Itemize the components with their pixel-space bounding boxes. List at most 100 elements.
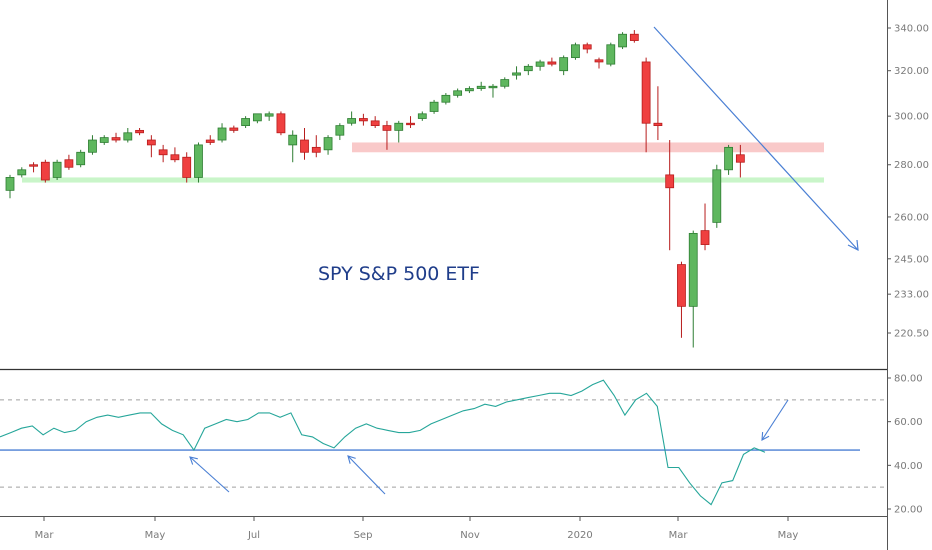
candle — [724, 144, 733, 175]
trend-line — [653, 26, 859, 251]
candle-body — [170, 154, 180, 161]
annotation-arrow — [189, 456, 230, 493]
candle — [618, 32, 627, 50]
candle-body — [382, 125, 392, 131]
candle — [606, 42, 616, 67]
candle — [146, 135, 156, 158]
candle — [512, 66, 521, 80]
candle-body — [618, 33, 627, 48]
candle — [688, 230, 698, 348]
candle — [123, 127, 133, 143]
candle-body — [358, 118, 368, 122]
arrow-head — [761, 431, 770, 441]
indicator-tick-label: 20.00 — [894, 505, 923, 516]
candle-body — [512, 72, 521, 76]
candle-body — [323, 137, 333, 151]
candle-body — [665, 174, 675, 189]
candle-body — [311, 146, 321, 153]
candle — [99, 135, 109, 145]
candle — [406, 116, 415, 128]
candle — [335, 123, 345, 141]
candle-body — [158, 149, 168, 156]
candle-body — [653, 122, 663, 127]
candle-body — [394, 122, 404, 131]
candle-body — [300, 139, 309, 153]
candle — [5, 174, 15, 199]
candle — [488, 84, 498, 98]
candle — [276, 111, 286, 136]
candle-body — [229, 127, 239, 131]
indicator-pane — [0, 379, 887, 506]
candle-body — [5, 177, 15, 191]
candle-body — [252, 113, 262, 122]
arrow-shaft — [347, 455, 386, 495]
arrow-head — [347, 455, 356, 464]
candle-body — [547, 61, 557, 65]
candle — [735, 144, 745, 178]
candle-body — [288, 134, 298, 146]
candle — [594, 57, 604, 69]
candle — [300, 127, 309, 160]
candle-body — [453, 90, 463, 96]
candle — [40, 159, 50, 183]
candle-body — [523, 65, 533, 72]
candle — [288, 130, 298, 163]
candle — [323, 135, 333, 155]
price-tick-label: 300.00 — [894, 112, 929, 123]
price-tick-label: 260.00 — [894, 212, 929, 223]
candle-body — [724, 146, 733, 171]
candle-body — [535, 61, 545, 67]
time-tick-label: 2020 — [567, 530, 592, 541]
indicator-tick-label: 60.00 — [894, 417, 923, 428]
indicator-line — [0, 379, 766, 506]
candle — [111, 132, 121, 143]
candle — [217, 123, 227, 143]
candle-body — [52, 161, 62, 178]
time-tick-label: Mar — [669, 530, 689, 541]
arrow-shaft — [761, 399, 789, 441]
candle — [64, 154, 74, 170]
candle — [88, 135, 97, 155]
candle-body — [264, 113, 274, 117]
candle-body — [64, 159, 74, 168]
candle — [547, 57, 557, 67]
time-tick-label: May — [145, 530, 166, 541]
candle-body — [465, 88, 474, 92]
candle-body — [677, 264, 686, 307]
candle — [712, 164, 722, 228]
candle-body — [335, 125, 345, 136]
candle — [571, 42, 580, 60]
candle — [194, 142, 203, 183]
candle — [535, 59, 545, 71]
candle-body — [111, 137, 121, 141]
candle-body — [76, 151, 86, 166]
candle-body — [488, 85, 498, 89]
candle — [29, 162, 38, 173]
candle — [677, 261, 686, 338]
price-tick-label: 233.00 — [894, 290, 929, 301]
candle-body — [205, 139, 215, 143]
candle-body — [217, 127, 227, 141]
candle-body — [417, 113, 427, 119]
candle-body — [500, 79, 510, 87]
price-tick-label: 320.00 — [894, 66, 929, 77]
price-tick-label: 340.00 — [894, 24, 929, 35]
arrow-head — [189, 456, 198, 465]
time-tick-label: Mar — [35, 530, 55, 541]
candle — [500, 77, 510, 89]
candle-body — [276, 113, 286, 134]
annotation-arrow — [347, 455, 386, 495]
candle-body — [241, 118, 251, 127]
time-tick-label: Nov — [460, 530, 480, 541]
candle — [476, 81, 486, 91]
candle-body — [441, 94, 451, 103]
candle — [205, 135, 215, 145]
candle-body — [146, 139, 156, 146]
chart-title: SPY S&P 500 ETF — [318, 263, 480, 285]
candle — [17, 167, 27, 178]
candle-body — [182, 156, 192, 178]
annotation-arrow — [761, 399, 789, 441]
price-tick-label: 245.00 — [894, 254, 929, 265]
indicator-tick-label: 80.00 — [894, 374, 923, 385]
